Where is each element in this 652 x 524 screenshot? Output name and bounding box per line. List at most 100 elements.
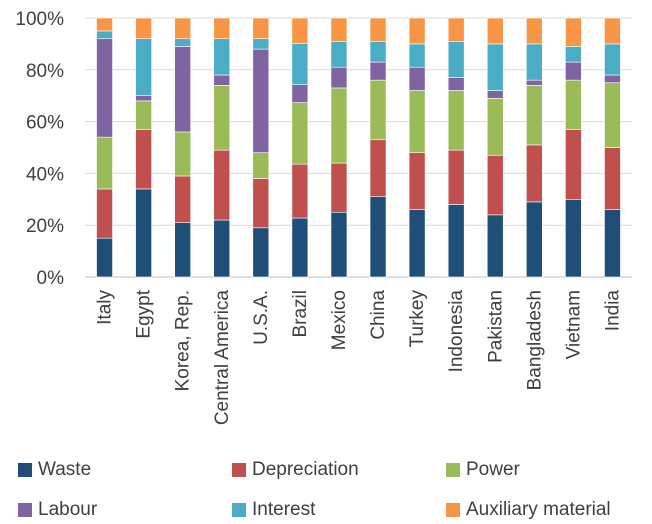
bar-segment bbox=[330, 17, 348, 42]
bar-segment bbox=[447, 90, 465, 151]
bar-segment bbox=[96, 136, 113, 190]
bar-segment bbox=[486, 214, 504, 278]
x-tick-label: Pakistan bbox=[485, 290, 506, 363]
legend-swatch bbox=[18, 463, 32, 477]
bar-segment bbox=[96, 188, 113, 239]
bar-segment bbox=[330, 211, 348, 278]
legend-swatch bbox=[232, 503, 246, 517]
y-tick-label: 60% bbox=[26, 113, 64, 134]
bar-segment bbox=[135, 17, 152, 40]
bar-segment bbox=[408, 90, 426, 153]
bar-segment bbox=[604, 209, 621, 278]
bar-segment bbox=[291, 217, 309, 278]
x-tick-label: Indonesia bbox=[446, 290, 467, 373]
legend-swatch bbox=[18, 503, 32, 517]
bar-segment bbox=[96, 17, 113, 32]
legend-item: Waste bbox=[18, 459, 91, 481]
bar-segment bbox=[213, 17, 231, 40]
bar-segment bbox=[369, 61, 387, 81]
bar-segment bbox=[369, 139, 387, 198]
legend-label: Power bbox=[466, 459, 520, 480]
bar-segment bbox=[604, 17, 621, 45]
bar-segment bbox=[135, 38, 152, 97]
bar-segment bbox=[486, 17, 504, 45]
bar-segment bbox=[604, 74, 621, 84]
legend-item: Labour bbox=[18, 499, 97, 521]
bar-segment bbox=[252, 152, 270, 179]
bar-segment bbox=[135, 188, 152, 278]
bar-segment bbox=[604, 147, 621, 210]
legend-label: Interest bbox=[252, 499, 316, 520]
bar-segment bbox=[213, 149, 231, 221]
bar-segment bbox=[330, 87, 348, 164]
legend-swatch bbox=[446, 503, 460, 517]
y-axis-tick-labels: 0% 20% 40% 60% 80% 100% bbox=[15, 9, 64, 289]
bar-segment bbox=[565, 61, 582, 81]
x-tick-label: U.S.A. bbox=[251, 290, 272, 345]
bar-segment bbox=[526, 144, 543, 203]
bar-segment bbox=[213, 85, 231, 151]
x-tick-label: Central America bbox=[212, 290, 233, 426]
bars bbox=[96, 17, 621, 278]
stacked-bar-chart: 0% 20% 40% 60% 80% 100% Italy Egypt Korea, Rep.… bbox=[15, 9, 632, 425]
bar-segment bbox=[526, 85, 543, 146]
legend-swatch bbox=[446, 463, 460, 477]
bar-segment bbox=[252, 227, 270, 278]
bar-segment bbox=[447, 204, 465, 278]
legend-label: Waste bbox=[38, 459, 92, 480]
bar-segment bbox=[291, 43, 309, 85]
bar-segment bbox=[486, 43, 504, 91]
bar-segment bbox=[291, 163, 309, 219]
bar-segment bbox=[330, 66, 348, 89]
bar-segment bbox=[135, 129, 152, 190]
bar-segment bbox=[604, 43, 621, 76]
bar-segment bbox=[486, 97, 504, 156]
bar-segment bbox=[330, 41, 348, 68]
y-tick-label: 20% bbox=[26, 216, 64, 237]
bar-segment bbox=[291, 84, 309, 103]
bar-segment bbox=[213, 74, 231, 86]
x-axis-tick-labels: Italy Egypt Korea, Rep. Central America U.S.… bbox=[95, 289, 624, 425]
x-tick-label: Bangladesh bbox=[524, 290, 545, 390]
y-tick-label: 100% bbox=[15, 9, 64, 30]
x-tick-label: China bbox=[368, 290, 389, 340]
x-tick-label: India bbox=[602, 290, 623, 332]
bar-segment bbox=[408, 17, 426, 45]
legend-item: Power bbox=[446, 459, 520, 481]
bar-segment bbox=[486, 90, 504, 99]
bar-segment bbox=[291, 17, 309, 44]
bar-segment bbox=[526, 79, 543, 86]
bar-segment bbox=[408, 209, 426, 278]
bar-segment bbox=[369, 17, 387, 42]
bar-segment bbox=[135, 100, 152, 130]
bar-segment bbox=[369, 41, 387, 63]
bar-segment bbox=[174, 175, 191, 223]
bar-segment bbox=[486, 154, 504, 216]
x-tick-label: Egypt bbox=[134, 289, 155, 338]
bar-segment bbox=[526, 43, 543, 81]
bar-segment bbox=[565, 199, 582, 278]
bar-segment bbox=[96, 237, 113, 278]
legend-item: Depreciation bbox=[232, 459, 359, 481]
bar-segment bbox=[174, 46, 191, 133]
x-tick-label: Italy bbox=[95, 290, 116, 325]
y-tick-label: 40% bbox=[26, 164, 64, 185]
bar-segment bbox=[174, 38, 191, 47]
bar-segment bbox=[213, 38, 231, 76]
bar-segment bbox=[369, 79, 387, 141]
bar-segment bbox=[408, 152, 426, 210]
bar-segment bbox=[526, 201, 543, 278]
bar-segment bbox=[604, 82, 621, 148]
bar-segment bbox=[174, 131, 191, 177]
bar-segment bbox=[96, 30, 113, 40]
bar-segment bbox=[330, 162, 348, 213]
bar-segment bbox=[565, 129, 582, 200]
x-tick-label: Mexico bbox=[329, 290, 350, 350]
x-tick-label: Vietnam bbox=[563, 290, 584, 359]
legend-label: Labour bbox=[38, 499, 98, 520]
bar-segment bbox=[447, 17, 465, 42]
gridlines bbox=[85, 17, 632, 278]
bar-segment bbox=[565, 17, 582, 47]
y-tick-label: 0% bbox=[37, 268, 65, 289]
bar-segment bbox=[252, 178, 270, 229]
